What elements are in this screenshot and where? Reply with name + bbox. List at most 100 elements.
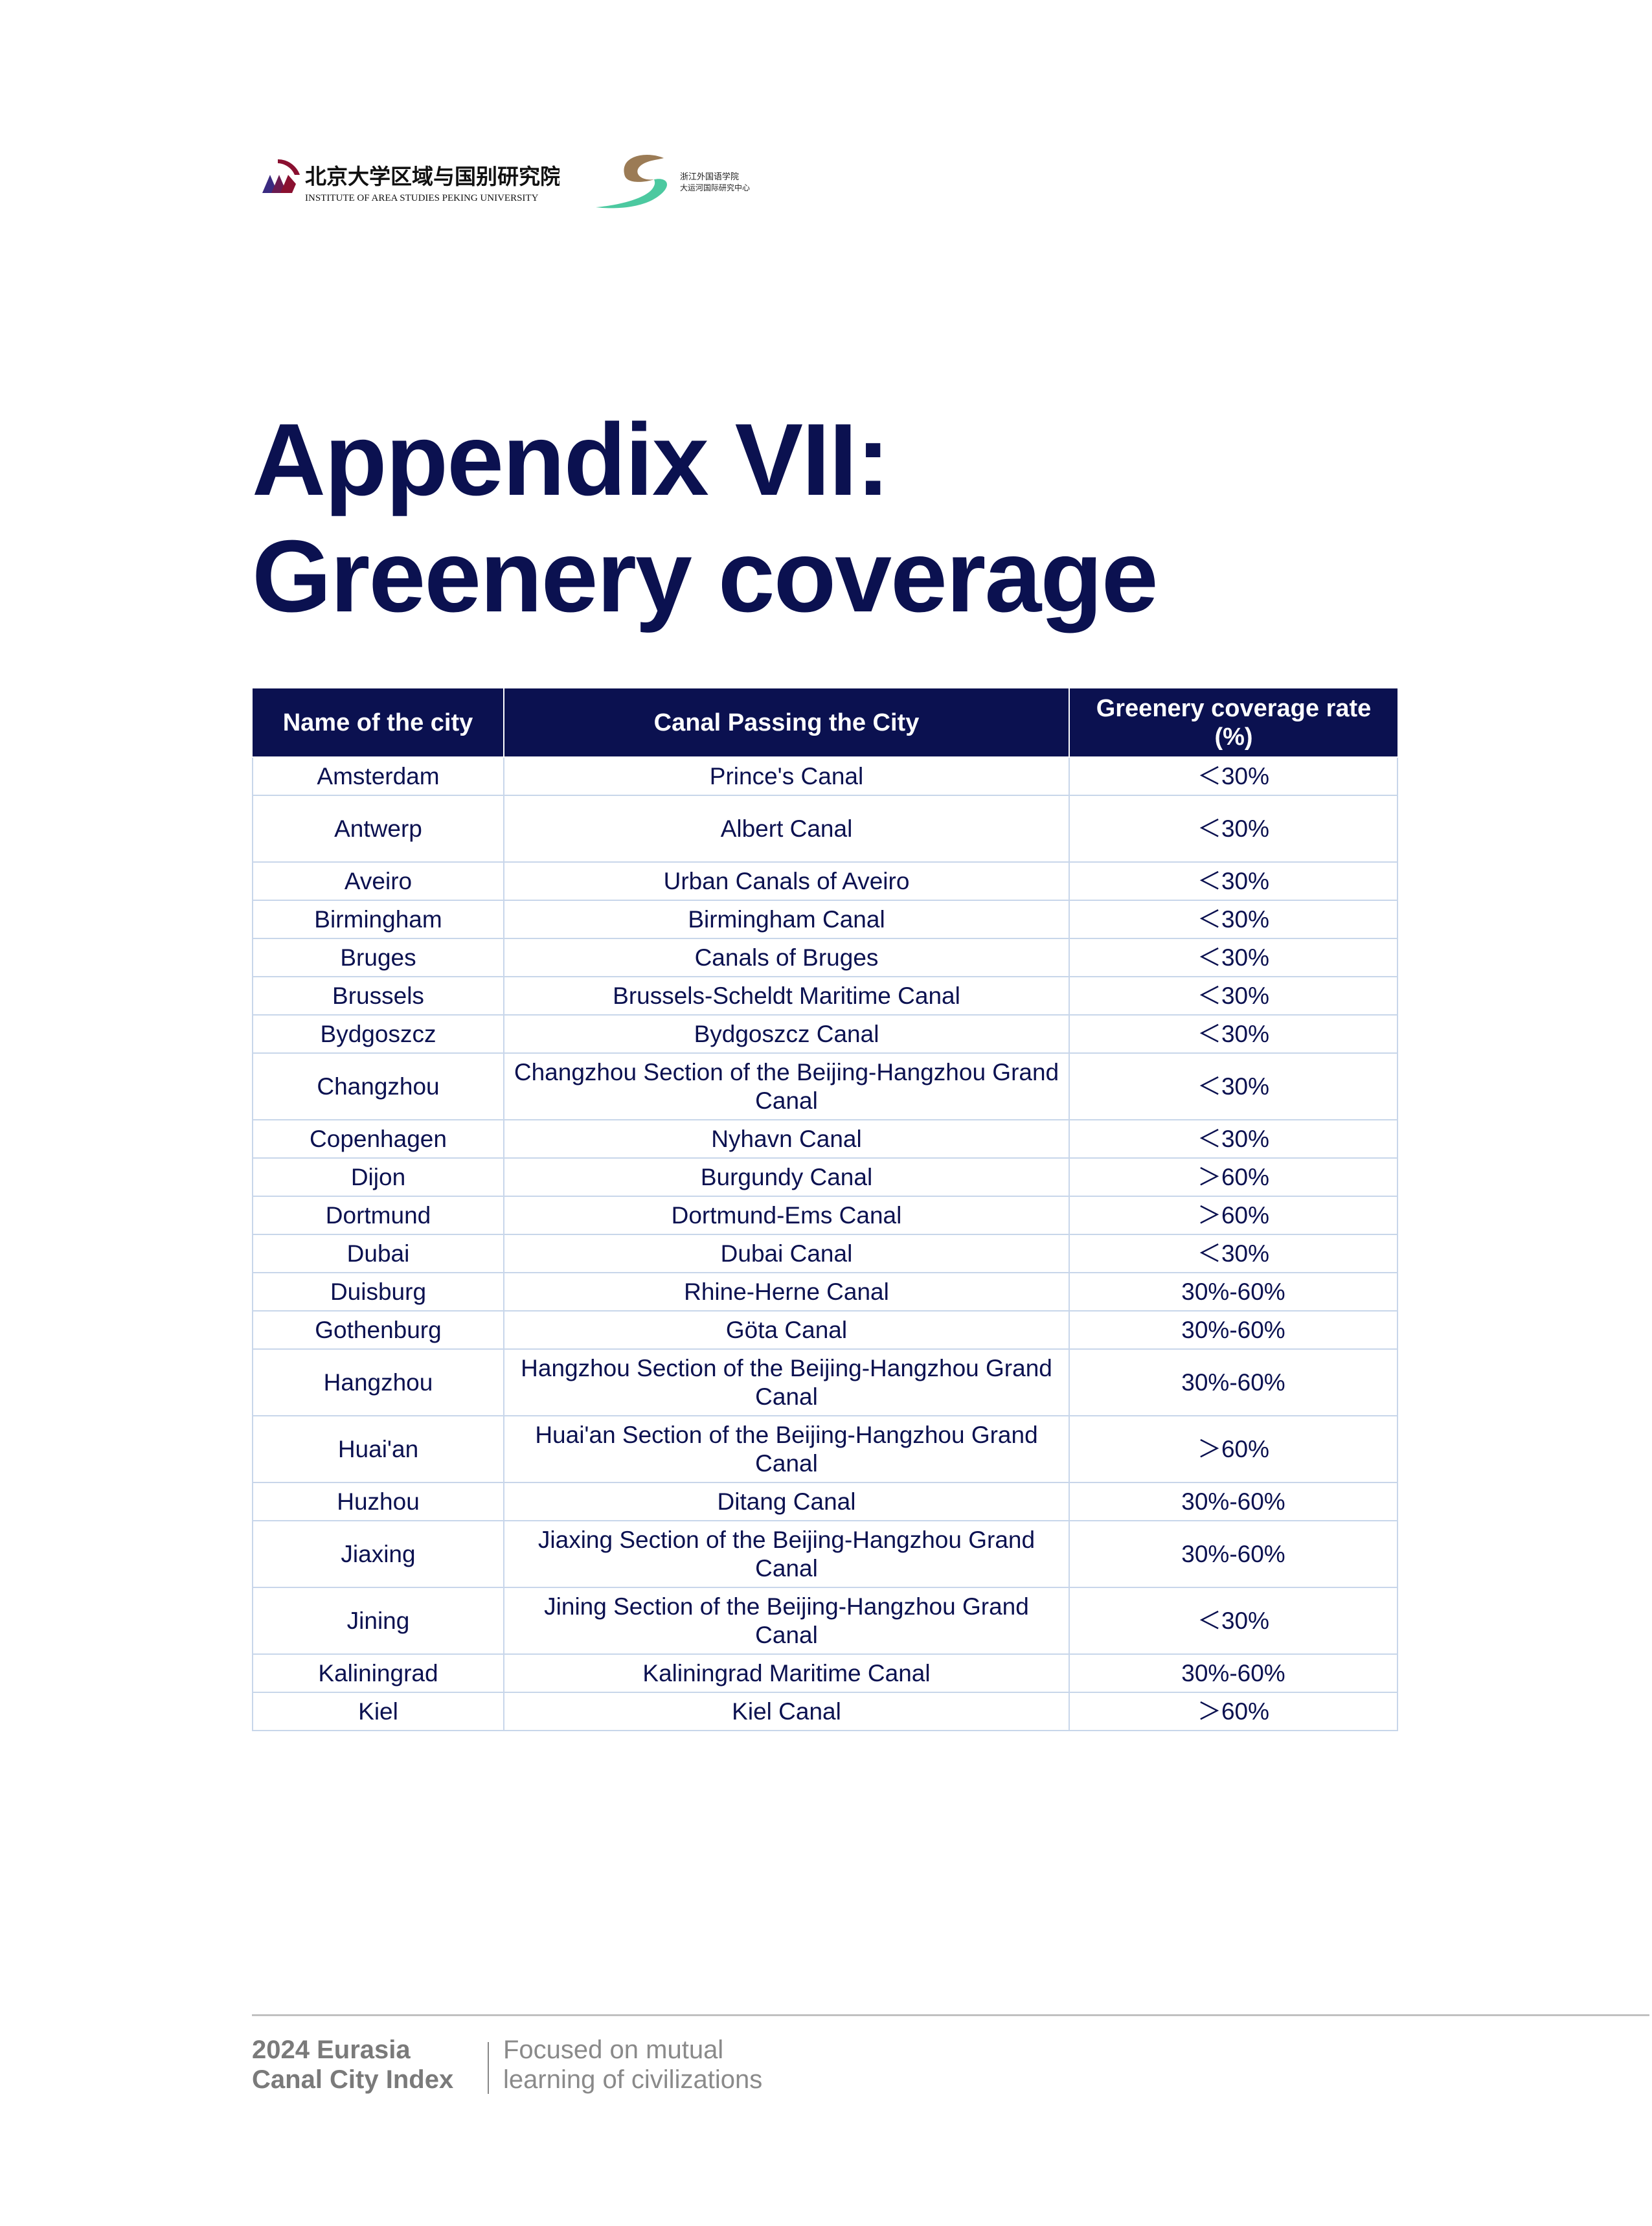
table-row: Copenhagen Nyhavn Canal ＜30% — [252, 1119, 1398, 1159]
cell-city: Amsterdam — [252, 756, 504, 796]
svg-text:大运河国际研究中心: 大运河国际研究中心 — [680, 183, 750, 192]
cell-coverage: 30%-60% — [1069, 1348, 1398, 1416]
column-header-coverage: Greenery coverage rate (%) — [1069, 688, 1397, 758]
cell-canal: Bydgoszcz Canal — [503, 1014, 1070, 1054]
footer-tagline: Focused on mutual learning of civilizati… — [503, 2036, 763, 2094]
greenery-coverage-table: Name of the city Canal Passing the City … — [252, 688, 1398, 1731]
cell-coverage: ＜30% — [1069, 1119, 1398, 1159]
table-row: Huai'an Huai'an Section of the Beijing-Ha… — [252, 1415, 1398, 1483]
cell-canal: Jining Section of the Beijing-Hangzhou G… — [503, 1587, 1070, 1655]
table-row: Kaliningrad Kaliningrad Maritime Canal 30%… — [252, 1653, 1398, 1693]
cell-canal: Hangzhou Section of the Beijing-Hangzhou… — [503, 1348, 1070, 1416]
table-row: Aveiro Urban Canals of Aveiro ＜30% — [252, 861, 1398, 901]
cell-canal: Burgundy Canal — [503, 1157, 1070, 1197]
cell-coverage: ＜30% — [1069, 1014, 1398, 1054]
cell-canal: Prince's Canal — [503, 756, 1070, 796]
cell-city: Changzhou — [252, 1052, 504, 1120]
cell-city: Antwerp — [252, 795, 504, 863]
footer-divider — [252, 2014, 1649, 2016]
cell-coverage: ＞60% — [1069, 1196, 1398, 1235]
table-row: Dijon Burgundy Canal ＞60% — [252, 1157, 1398, 1197]
cell-coverage: 30%-60% — [1069, 1310, 1398, 1350]
cell-canal: Kiel Canal — [503, 1692, 1070, 1731]
table-row: Dubai Dubai Canal ＜30% — [252, 1234, 1398, 1273]
cell-canal: Kaliningrad Maritime Canal — [503, 1653, 1070, 1693]
cell-city: Dortmund — [252, 1196, 504, 1235]
table-row: Changzhou Changzhou Section of the Beijin… — [252, 1052, 1398, 1120]
cell-canal: Birmingham Canal — [503, 900, 1070, 939]
table-row: Dortmund Dortmund-Ems Canal ＞60% — [252, 1196, 1398, 1235]
cell-coverage: 30%-60% — [1069, 1653, 1398, 1693]
cell-coverage: 30%-60% — [1069, 1272, 1398, 1312]
column-header-canal: Canal Passing the City — [503, 688, 1070, 758]
footer-publication-title: 2024 Eurasia Canal City Index — [252, 2036, 454, 2094]
cell-city: Jining — [252, 1587, 504, 1655]
cell-coverage: ＜30% — [1069, 976, 1398, 1016]
cell-canal: Rhine-Herne Canal — [503, 1272, 1070, 1312]
table-row: Amsterdam Prince's Canal ＜30% — [252, 756, 1398, 796]
cell-city: Dijon — [252, 1157, 504, 1197]
zisu-grand-canal-centre-logo: 浙江外国语学院 大运河国际研究中心 — [596, 155, 750, 209]
cell-canal: Dortmund-Ems Canal — [503, 1196, 1070, 1235]
cell-canal: Göta Canal — [503, 1310, 1070, 1350]
cell-canal: Jiaxing Section of the Beijing-Hangzhou … — [503, 1520, 1070, 1588]
cell-city: Bruges — [252, 938, 504, 977]
table-row: Kiel Kiel Canal ＞60% — [252, 1692, 1398, 1731]
table-row: Antwerp Albert Canal ＜30% — [252, 795, 1398, 863]
cell-coverage: ＜30% — [1069, 861, 1398, 901]
svg-text:北京大学区域与国别研究院: 北京大学区域与国别研究院 — [305, 164, 560, 189]
cell-coverage: ＜30% — [1069, 900, 1398, 939]
svg-text:浙江外国语学院: 浙江外国语学院 — [680, 172, 739, 182]
cell-city: Bydgoszcz — [252, 1014, 504, 1054]
table-header-row: Name of the city Canal Passing the City … — [253, 688, 1397, 758]
table-row: Brussels Brussels-Scheldt Maritime Canal ＜… — [252, 976, 1398, 1016]
cell-coverage: ＜30% — [1069, 1587, 1398, 1655]
cell-coverage: ＜30% — [1069, 1052, 1398, 1120]
cell-coverage: ＜30% — [1069, 1234, 1398, 1273]
cell-city: Hangzhou — [252, 1348, 504, 1416]
cell-city: Gothenburg — [252, 1310, 504, 1350]
cell-coverage: ＜30% — [1069, 756, 1398, 796]
cell-coverage: 30%-60% — [1069, 1482, 1398, 1521]
table-row: Jining Jining Section of the Beijing-Hang… — [252, 1587, 1398, 1655]
title-line-1: Appendix VII: — [252, 403, 890, 517]
column-header-city: Name of the city — [253, 688, 504, 758]
svg-text:INSTITUTE OF AREA STUDIES PEKI: INSTITUTE OF AREA STUDIES PEKING UNIVERS… — [305, 193, 539, 203]
cell-canal: Dubai Canal — [503, 1234, 1070, 1273]
cell-coverage: ＞60% — [1069, 1692, 1398, 1731]
cell-city: Aveiro — [252, 861, 504, 901]
cell-coverage: ＞60% — [1069, 1415, 1398, 1483]
cell-city: Copenhagen — [252, 1119, 504, 1159]
cell-canal: Changzhou Section of the Beijing-Hangzho… — [503, 1052, 1070, 1120]
cell-canal: Ditang Canal — [503, 1482, 1070, 1521]
cell-canal: Nyhavn Canal — [503, 1119, 1070, 1159]
cell-city: Huai'an — [252, 1415, 504, 1483]
cell-coverage: ＜30% — [1069, 795, 1398, 863]
cell-coverage: 30%-60% — [1069, 1520, 1398, 1588]
cell-canal: Brussels-Scheldt Maritime Canal — [503, 976, 1070, 1016]
title-line-2: Greenery coverage — [252, 519, 1159, 633]
cell-canal: Urban Canals of Aveiro — [503, 861, 1070, 901]
cell-city: Duisburg — [252, 1272, 504, 1312]
cell-city: Huzhou — [252, 1482, 504, 1521]
table-row: Hangzhou Hangzhou Section of the Beijing-… — [252, 1348, 1398, 1416]
table-row: Huzhou Ditang Canal 30%-60% — [252, 1482, 1398, 1521]
cell-city: Kiel — [252, 1692, 504, 1731]
cell-city: Dubai — [252, 1234, 504, 1273]
cell-canal: Canals of Bruges — [503, 938, 1070, 977]
cell-coverage: ＞60% — [1069, 1157, 1398, 1197]
cell-canal: Huai'an Section of the Beijing-Hangzhou … — [503, 1415, 1070, 1483]
table-row: Bydgoszcz Bydgoszcz Canal ＜30% — [252, 1014, 1398, 1054]
cell-city: Kaliningrad — [252, 1653, 504, 1693]
table-row: Birmingham Birmingham Canal ＜30% — [252, 900, 1398, 939]
table-row: Bruges Canals of Bruges ＜30% — [252, 938, 1398, 977]
table-row: Jiaxing Jiaxing Section of the Beijing-Ha… — [252, 1520, 1398, 1588]
peking-university-institute-logo: 北京大学区域与国别研究院 INSTITUTE OF AREA STUDIES P… — [254, 159, 560, 207]
cell-city: Jiaxing — [252, 1520, 504, 1588]
footer-separator — [488, 2042, 489, 2094]
cell-canal: Albert Canal — [503, 795, 1070, 863]
table-row: Duisburg Rhine-Herne Canal 30%-60% — [252, 1272, 1398, 1312]
cell-city: Birmingham — [252, 900, 504, 939]
page-title: Appendix VII: Greenery coverage — [252, 402, 1159, 635]
cell-coverage: ＜30% — [1069, 938, 1398, 977]
